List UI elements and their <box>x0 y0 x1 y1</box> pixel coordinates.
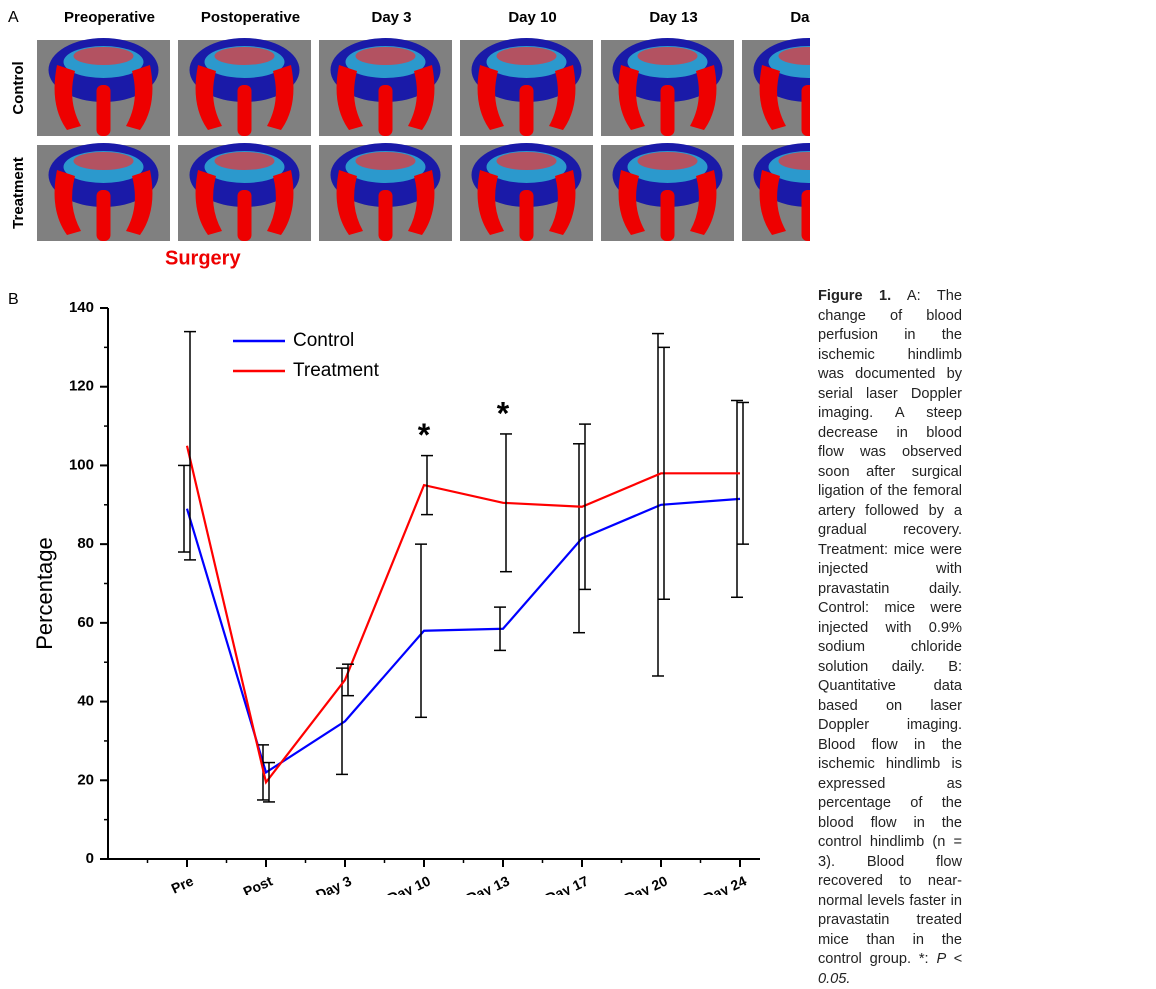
column-header: Postoperative <box>201 9 300 26</box>
caption-label: Figure 1. <box>818 288 891 304</box>
perfusion-body <box>356 152 416 170</box>
y-tick-label: 120 <box>69 378 94 395</box>
error-bar <box>421 456 433 515</box>
error-bar <box>184 332 196 560</box>
doppler-image <box>742 38 810 136</box>
column-header: Day 10 <box>508 9 556 26</box>
y-tick-label: 40 <box>77 693 94 710</box>
doppler-image <box>37 38 170 136</box>
y-tick-label: 140 <box>69 299 94 316</box>
x-tick-label: Day 10 <box>385 872 433 895</box>
doppler-image <box>178 143 311 241</box>
perfusion-tail <box>661 190 675 241</box>
perfusion-tail <box>238 190 252 241</box>
legend-label: Treatment <box>293 360 380 381</box>
x-tick-label: Post <box>241 872 276 895</box>
perfusion-tail <box>379 190 393 241</box>
perfusion-tail <box>379 85 393 136</box>
doppler-image <box>460 38 593 136</box>
series-line <box>187 499 740 773</box>
y-tick-label: 100 <box>69 456 94 473</box>
x-tick-label: Day 13 <box>464 872 512 895</box>
perfusion-tail <box>802 190 811 241</box>
perfusion-body <box>638 152 698 170</box>
doppler-image <box>37 143 170 241</box>
x-tick-label: Day 20 <box>622 872 670 895</box>
x-tick-label: Day 3 <box>313 872 354 895</box>
y-tick-label: 60 <box>77 614 94 631</box>
y-axis-title: Percentage <box>32 537 57 650</box>
panel-label: B <box>8 291 19 308</box>
page: {"panel_a": {"label": "A", "columns": ["… <box>0 0 1156 895</box>
caption-text: A: The change of blood perfusion in the … <box>818 288 962 967</box>
perfusion-body <box>497 152 557 170</box>
perfusion-body <box>638 47 698 65</box>
caption: Figure 1. A: The change of blood perfusi… <box>818 287 962 989</box>
series-line <box>187 446 740 783</box>
column-header: Preoperative <box>64 9 155 26</box>
column-header: Day 17 <box>790 9 810 26</box>
column-header: Day 3 <box>371 9 411 26</box>
doppler-image <box>178 38 311 136</box>
doppler-image <box>319 143 452 241</box>
doppler-image <box>601 143 734 241</box>
perfusion-body <box>356 47 416 65</box>
perfusion-body <box>497 47 557 65</box>
perfusion-body <box>215 47 275 65</box>
y-tick-label: 0 <box>86 850 94 867</box>
x-tick-label: Day 24 <box>701 872 749 895</box>
perfusion-tail <box>97 85 111 136</box>
y-tick-label: 20 <box>77 771 94 788</box>
doppler-image <box>742 143 810 241</box>
doppler-image <box>460 143 593 241</box>
perfusion-tail <box>661 85 675 136</box>
perfusion-tail <box>520 190 534 241</box>
surgery-annotation: Surgery <box>165 247 241 269</box>
perfusion-tail <box>520 85 534 136</box>
row-label: Treatment <box>10 157 27 229</box>
doppler-image <box>319 38 452 136</box>
x-tick-label: Day 17 <box>543 872 591 895</box>
figure: A Preoperative Postoperative Day 3 Day 10 Day… <box>0 0 810 895</box>
perfusion-tail <box>238 85 252 136</box>
row-label: Control <box>10 61 27 114</box>
error-bar <box>178 465 190 552</box>
legend-label: Control <box>293 330 354 351</box>
significance-mark: * <box>418 417 431 453</box>
perfusion-tail <box>97 190 111 241</box>
perfusion-body <box>74 152 134 170</box>
doppler-image <box>601 38 734 136</box>
perfusion-body <box>215 152 275 170</box>
y-tick-label: 80 <box>77 535 94 552</box>
column-header: Day 13 <box>649 9 697 26</box>
x-tick-label: Pre <box>169 872 196 895</box>
significance-mark: * <box>497 395 510 431</box>
perfusion-tail <box>802 85 811 136</box>
panel-label: A <box>8 9 19 26</box>
perfusion-body <box>74 47 134 65</box>
